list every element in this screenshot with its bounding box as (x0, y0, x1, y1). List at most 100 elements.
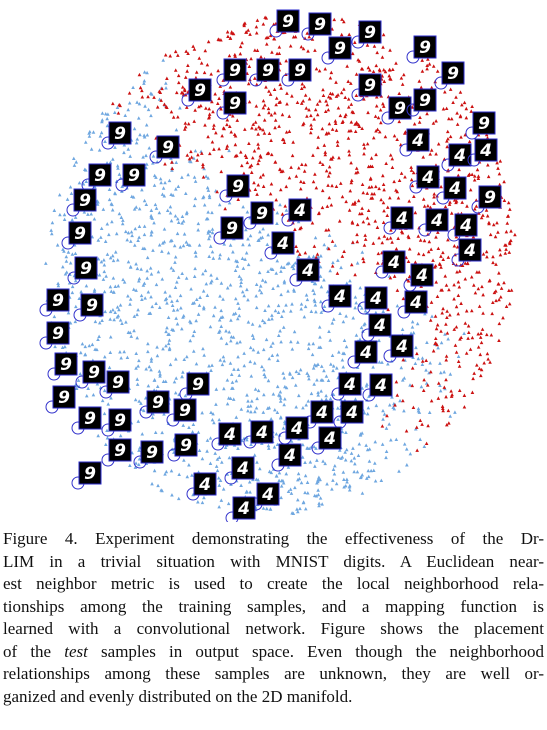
scatter-point (258, 466, 262, 471)
scatter-point (425, 383, 430, 387)
digit-thumbnail: 4 (303, 400, 334, 429)
scatter-point (388, 236, 393, 240)
scatter-point (142, 281, 147, 285)
scatter-point (249, 56, 253, 61)
scatter-point (431, 64, 436, 68)
scatter-point (395, 288, 400, 292)
scatter-point (283, 397, 287, 401)
scatter-point (225, 118, 230, 122)
scatter-point (354, 333, 359, 337)
scatter-point (100, 318, 104, 322)
scatter-point (310, 352, 315, 357)
scatter-point (266, 232, 270, 237)
scatter-point (89, 147, 94, 151)
scatter-point (208, 436, 213, 440)
scatter-point (460, 102, 464, 107)
scatter-point (281, 371, 285, 375)
scatter-point (261, 172, 265, 177)
scatter-point (120, 321, 124, 326)
scatter-point (142, 246, 147, 251)
scatter-point (88, 129, 92, 134)
scatter-point (315, 252, 320, 256)
scatter-point (319, 364, 324, 368)
scatter-point (367, 221, 371, 226)
scatter-point (296, 497, 300, 502)
scatter-point (433, 263, 438, 268)
scatter-point (265, 151, 270, 156)
scatter-point (149, 294, 153, 299)
scatter-point (346, 105, 351, 109)
scatter-point (476, 332, 481, 336)
scatter-point (317, 68, 322, 73)
scatter-point (479, 331, 483, 335)
scatter-point (427, 62, 432, 66)
scatter-point (128, 302, 132, 306)
scatter-point (389, 228, 393, 232)
scatter-point (221, 354, 226, 359)
scatter-point (230, 114, 235, 118)
digit-thumbnail: 4 (383, 206, 414, 235)
scatter-point (107, 232, 111, 237)
scatter-point (353, 40, 357, 44)
scatter-point (410, 319, 415, 324)
scatter-point (361, 259, 366, 264)
scatter-point (256, 142, 260, 146)
scatter-point (191, 44, 195, 48)
scatter-point (494, 289, 498, 293)
thumbnail-frame (271, 231, 295, 255)
scatter-point (463, 277, 468, 281)
scatter-point (468, 347, 473, 351)
scatter-point (73, 278, 78, 283)
scatter-point (498, 159, 503, 163)
scatter-point (406, 234, 411, 238)
scatter-point (100, 119, 104, 124)
scatter-point (350, 221, 355, 225)
scatter-point (465, 204, 469, 208)
scatter-point (145, 268, 149, 273)
scatter-point (350, 51, 355, 56)
scatter-point (227, 53, 232, 58)
scatter-point (351, 446, 355, 450)
scatter-point (347, 152, 352, 157)
scatter-point (100, 398, 105, 403)
scatter-point (101, 207, 106, 211)
digit-thumbnail: 4 (249, 482, 280, 511)
scatter-point (242, 171, 246, 175)
scatter-point (420, 362, 425, 366)
scatter-point (196, 228, 200, 232)
scatter-point (438, 370, 443, 375)
scatter-point (116, 166, 120, 170)
scatter-point (307, 108, 311, 112)
scatter-point (107, 187, 112, 191)
scatter-point (358, 432, 363, 436)
scatter-point (436, 230, 440, 234)
scatter-point (341, 365, 346, 369)
scatter-point (271, 392, 276, 396)
thumbnail-frame (186, 372, 210, 396)
scatter-point (122, 349, 126, 354)
scatter-point (485, 214, 490, 218)
scatter-point (325, 482, 329, 486)
scatter-point (395, 137, 399, 142)
scatter-point (326, 378, 331, 383)
scatter-point (381, 173, 385, 178)
thumbnail-frame (354, 340, 378, 364)
scatter-point (328, 76, 333, 80)
scatter-point (449, 211, 454, 215)
scatter-point (319, 310, 324, 314)
scatter-point (264, 85, 268, 89)
scatter-point (282, 140, 287, 145)
scatter-point (330, 92, 335, 96)
thumbnail-frame (390, 334, 414, 358)
digit-glyph: 4 (198, 475, 211, 495)
scatter-point (252, 149, 257, 153)
scatter-point (287, 129, 292, 133)
scatter-point (218, 294, 222, 298)
scatter-point (155, 384, 160, 388)
scatter-point (295, 100, 300, 104)
scatter-point (201, 289, 206, 293)
scatter-point (445, 129, 450, 134)
scatter-point (356, 58, 360, 62)
thumbnail-frame (276, 9, 300, 33)
scatter-point (290, 153, 295, 158)
